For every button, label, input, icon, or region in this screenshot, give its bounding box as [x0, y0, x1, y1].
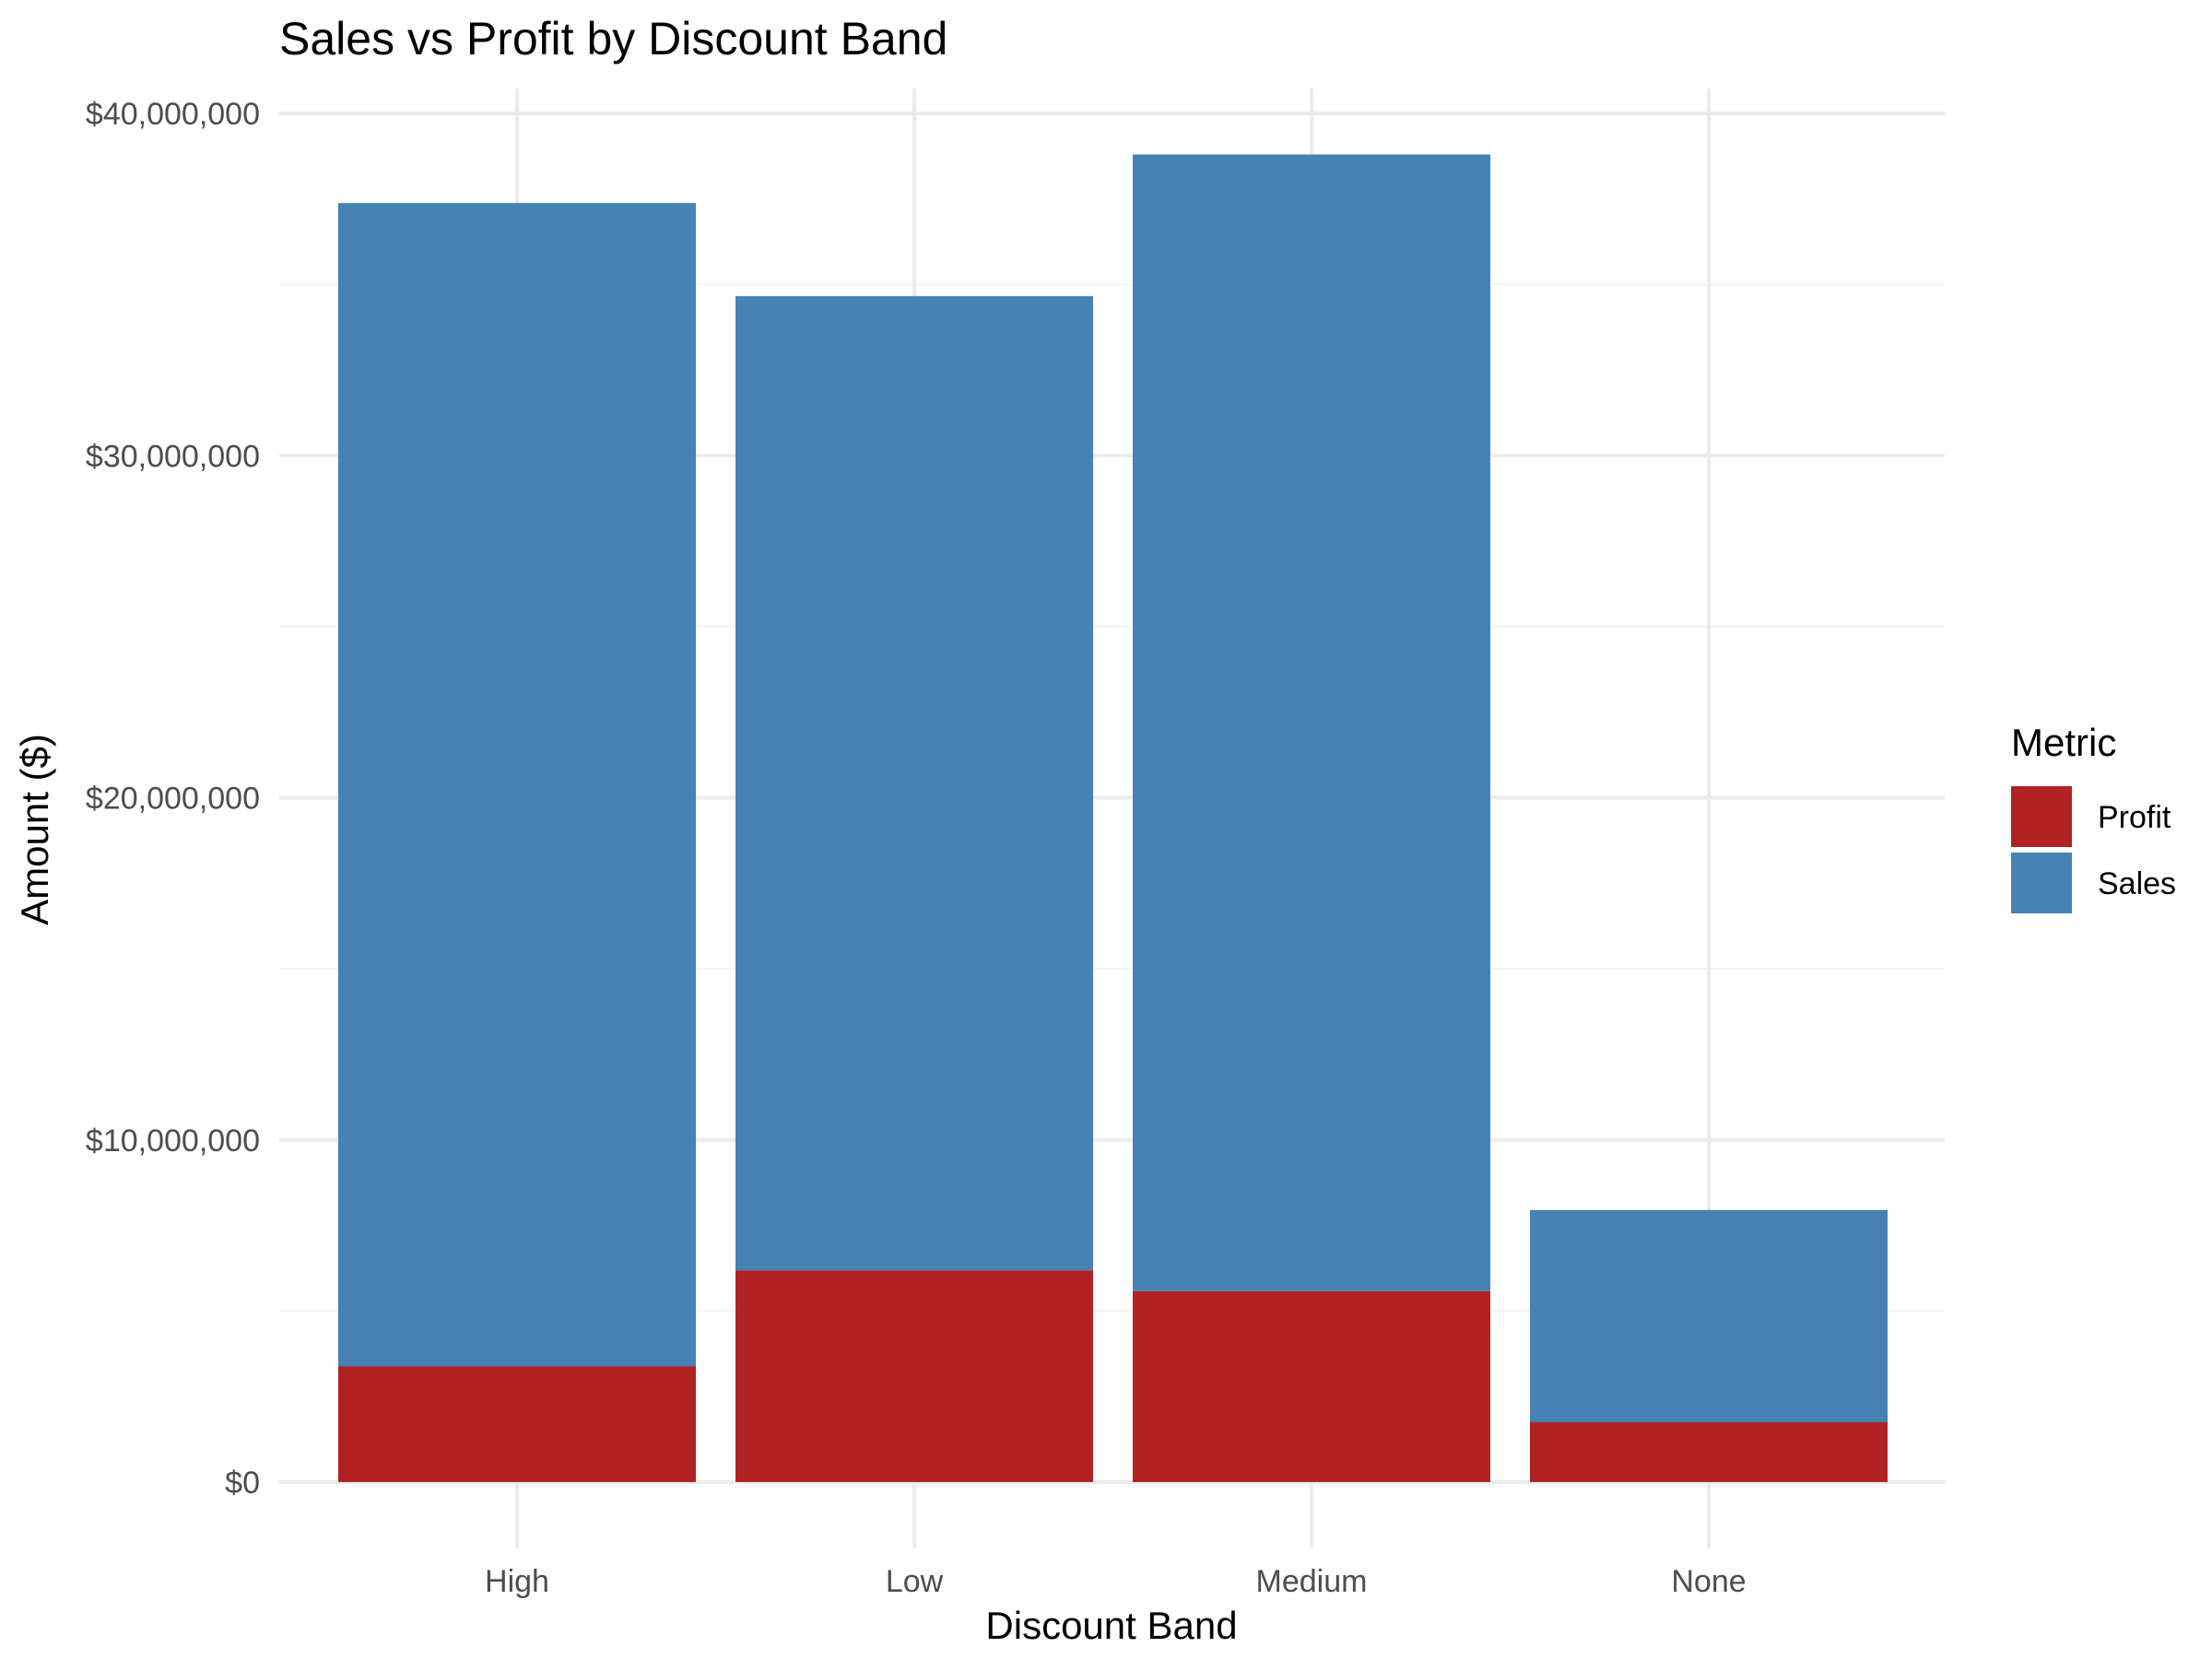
- y-tick-label: $10,000,000: [86, 1124, 260, 1159]
- y-axis-title: Amount ($): [13, 734, 56, 925]
- x-axis-title: Discount Band: [985, 1604, 1237, 1647]
- y-tick-label: $30,000,000: [86, 439, 260, 474]
- bar-profit-low: [735, 1270, 1093, 1482]
- legend-label-profit: Profit: [2098, 800, 2171, 835]
- bar-sales-high: [338, 203, 696, 1367]
- bar-profit-medium: [1133, 1290, 1490, 1482]
- bar-profit-high: [338, 1366, 696, 1482]
- legend-key-sales: [2011, 853, 2072, 913]
- bar-profit-none: [1530, 1422, 1888, 1482]
- bar-sales-medium: [1133, 154, 1490, 1291]
- y-tick-label: $40,000,000: [86, 97, 260, 132]
- bar-sales-none: [1530, 1209, 1888, 1423]
- legend-title: Metric: [2011, 721, 2116, 764]
- x-tick-label: High: [485, 1564, 549, 1599]
- bars: [338, 154, 1888, 1482]
- x-tick-label: Medium: [1256, 1564, 1368, 1599]
- chart-title: Sales vs Profit by Discount Band: [279, 13, 947, 65]
- legend-label-sales: Sales: [2098, 866, 2176, 901]
- y-tick-label: $20,000,000: [86, 782, 260, 817]
- bar-sales-low: [735, 296, 1093, 1271]
- x-tick-label: None: [1671, 1564, 1746, 1599]
- y-tick-label: $0: [225, 1465, 260, 1500]
- x-axis-ticks: High Low Medium None: [485, 1564, 1747, 1599]
- legend: Metric Profit Sales: [2011, 721, 2176, 913]
- legend-key-profit: [2011, 786, 2072, 847]
- y-axis-ticks: $0 $10,000,000 $20,000,000 $30,000,000 $40,0…: [86, 97, 260, 1500]
- x-tick-label: Low: [886, 1564, 944, 1599]
